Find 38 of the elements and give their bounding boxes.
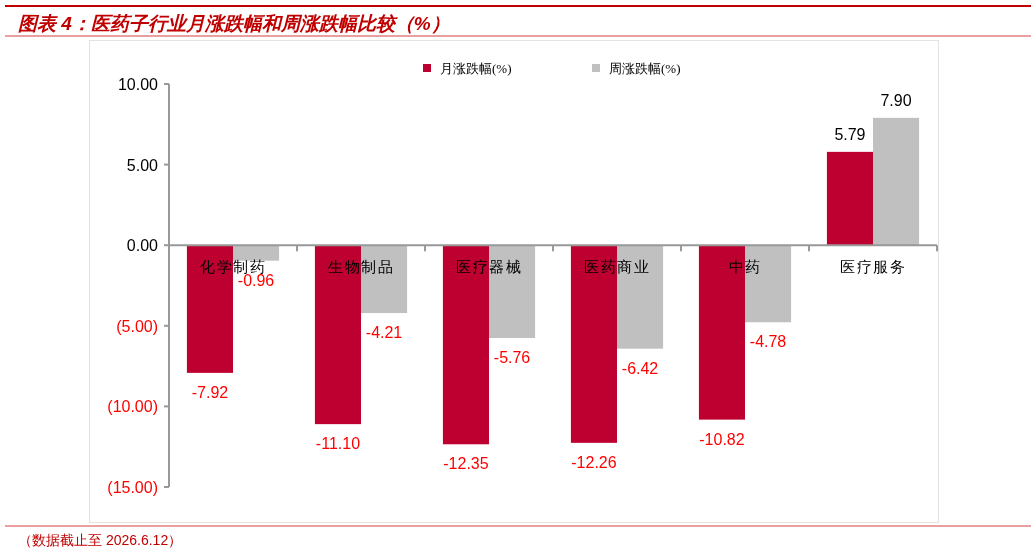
x-tick-label: 医疗服务 <box>840 259 906 276</box>
y-tick-label: 10.00 <box>117 76 159 93</box>
bar <box>186 245 233 373</box>
data-label: 5.79 <box>834 125 866 143</box>
bar <box>442 245 489 445</box>
x-tick-label: 医疗器械 <box>456 259 522 276</box>
bar <box>698 245 745 420</box>
x-tick-label: 生物制品 <box>328 259 394 276</box>
data-label: -5.76 <box>493 349 531 367</box>
y-tick-label: 0.00 <box>126 237 159 255</box>
legend-label: 周涨跌幅(%) <box>609 61 681 76</box>
bar <box>745 245 792 323</box>
legend-label: 月涨跌幅(%) <box>440 61 512 76</box>
bar <box>617 245 664 349</box>
bar <box>361 245 408 314</box>
text: （数据截止至 2026.6.12） <box>18 532 183 548</box>
data-label: -7.92 <box>191 383 229 401</box>
y-tick-label: (15.00) <box>107 479 158 496</box>
data-label: 7.90 <box>880 91 912 109</box>
data-label: -4.78 <box>749 333 787 351</box>
bar <box>489 245 536 339</box>
chart-title: 图表 4：医药子行业月涨跌幅和周涨跌幅比较（%） <box>18 13 450 34</box>
data-label: -12.35 <box>443 455 489 473</box>
bar <box>314 245 361 425</box>
data-label: -4.21 <box>365 324 403 342</box>
y-tick-label: (5.00) <box>116 317 158 335</box>
data-label: -10.82 <box>699 430 745 448</box>
y-tick-label: 5.00 <box>126 156 159 174</box>
data-label: -6.42 <box>621 359 659 377</box>
data-label: -12.26 <box>571 453 617 471</box>
x-tick-label: 中药 <box>728 259 762 276</box>
bar <box>873 117 920 246</box>
x-tick-label: 医药商业 <box>584 259 650 276</box>
bar <box>233 245 280 261</box>
bar <box>826 151 873 246</box>
bar <box>570 245 617 443</box>
data-label: -11.10 <box>315 435 361 453</box>
y-tick-label: (10.00) <box>107 398 158 416</box>
